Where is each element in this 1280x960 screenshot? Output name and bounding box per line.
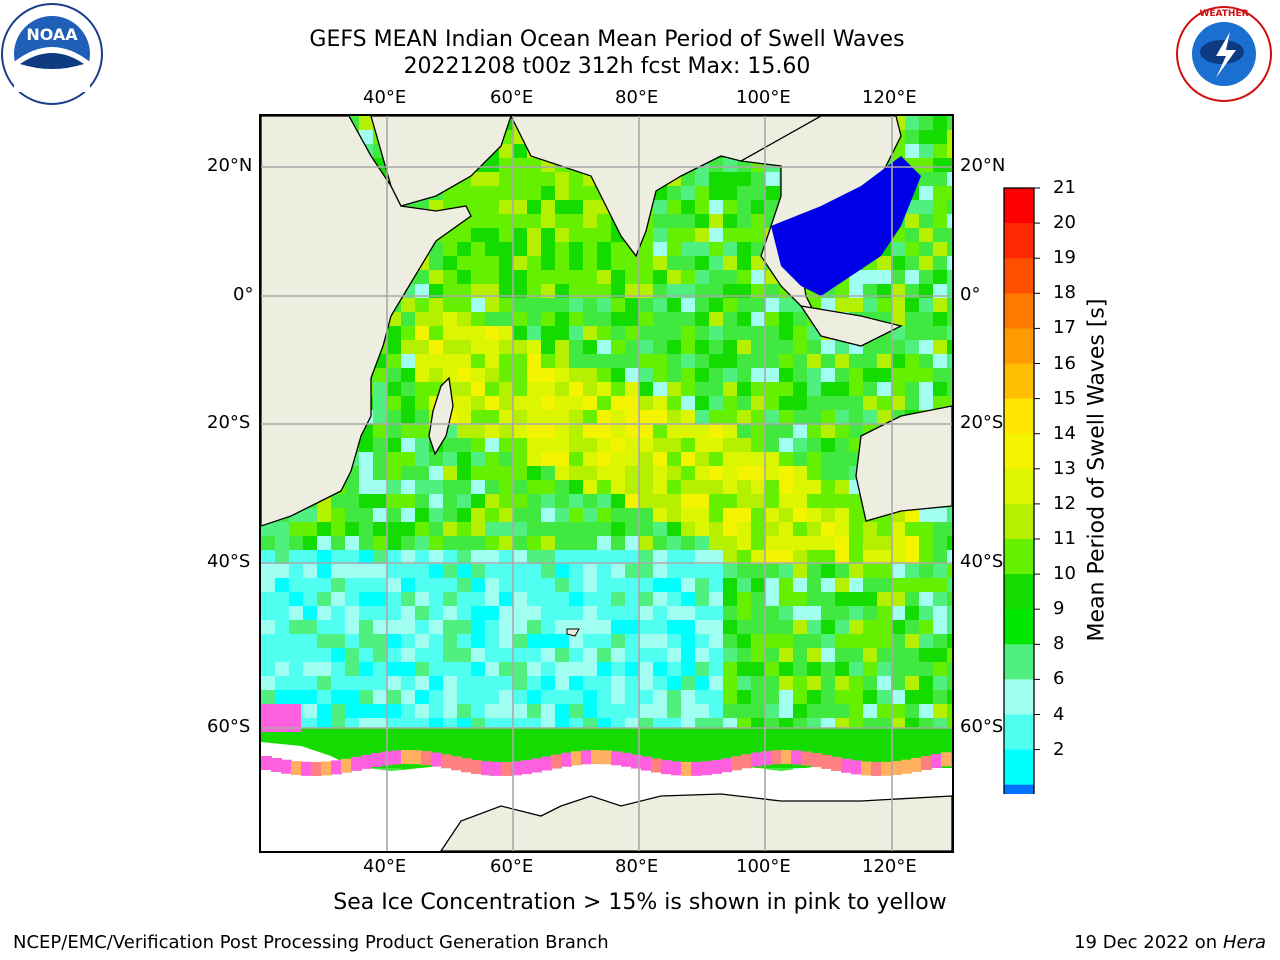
colorbar-segment [1004, 503, 1034, 540]
colorbar-segment [1004, 714, 1034, 751]
lat-tick-right: 20°S [960, 412, 1004, 433]
colorbar-tick-label: 14 [1053, 422, 1076, 444]
madagascar-land [428, 376, 454, 456]
svg-text:WEATHER: WEATHER [1199, 9, 1248, 19]
footer-credit: NCEP/EMC/Verification Post Processing Pr… [13, 932, 609, 953]
colorbar-segment [1004, 188, 1034, 224]
colorbar-segment [1004, 363, 1034, 400]
lon-tick-bottom: 40°E [363, 856, 407, 877]
lat-tick-left: 40°S [207, 551, 251, 572]
lon-tick-top: 40°E [363, 87, 407, 108]
map-plot-area [259, 114, 954, 853]
nws-logo: WEATHER [1172, 2, 1276, 106]
colorbar-segment [1004, 223, 1034, 259]
colorbar-tick-label: 15 [1053, 387, 1076, 409]
kerguelen-island [566, 628, 580, 637]
colorbar-segment [1004, 258, 1034, 294]
colorbar-segment [1004, 398, 1034, 435]
colorbar-segment [1004, 609, 1034, 645]
lon-tick-bottom: 100°E [736, 856, 791, 877]
lon-tick-top: 120°E [862, 87, 917, 108]
noaa-logo: NOAA [0, 2, 104, 106]
lon-tick-bottom: 60°E [490, 856, 534, 877]
colorbar-tick-label: 4 [1053, 703, 1065, 725]
map-canvas [261, 116, 952, 851]
colorbar-tick-label: 18 [1053, 282, 1076, 304]
colorbar-segment [1004, 574, 1034, 610]
lat-tick-right: 0° [960, 284, 981, 305]
lat-tick-left: 0° [233, 284, 254, 305]
colorbar-segment [1004, 539, 1034, 575]
colorbar-tick-label: 6 [1053, 668, 1065, 690]
sea-ice-note: Sea Ice Concentration > 15% is shown in … [333, 890, 947, 915]
australia-land [855, 405, 952, 522]
sea-ice-band [261, 750, 952, 776]
colorbar-tick-label: 17 [1053, 317, 1076, 339]
footer-date: 19 Dec 2022 on Hera [1074, 932, 1266, 953]
lon-tick-top: 100°E [736, 87, 791, 108]
antarctica-land [440, 793, 952, 851]
colorbar-tick-label: 20 [1053, 212, 1076, 234]
colorbar-segment [1004, 328, 1034, 364]
colorbar-tick-label: 10 [1053, 563, 1076, 585]
colorbar-tick-label: 16 [1053, 352, 1076, 374]
footer-date-text: 19 Dec 2022 on [1074, 932, 1218, 953]
footer-host: Hera [1222, 932, 1266, 953]
colorbar-segment [1004, 784, 1034, 794]
colorbar-tick-label: 19 [1053, 247, 1076, 269]
lat-tick-right: 20°N [960, 155, 1006, 176]
lat-tick-left: 20°S [207, 412, 251, 433]
colorbar-tick-label: 8 [1053, 633, 1065, 655]
lon-tick-bottom: 80°E [615, 856, 659, 877]
lon-tick-top: 60°E [490, 87, 534, 108]
indonesia-islands [799, 305, 903, 347]
maritime-low-period [771, 156, 921, 296]
map-gridlines [261, 116, 952, 851]
lat-tick-right: 40°S [960, 551, 1004, 572]
lat-tick-right: 60°S [960, 716, 1004, 737]
lat-tick-left: 60°S [207, 716, 251, 737]
colorbar-tick-label: 2 [1053, 738, 1065, 760]
chart-title: GEFS MEAN Indian Ocean Mean Period of Sw… [309, 27, 905, 52]
colorbar-segment [1004, 293, 1034, 329]
colorbar-tick-label: 9 [1053, 598, 1065, 620]
colorbar-segment [1004, 679, 1034, 715]
arabia-land [370, 116, 512, 207]
colorbar-segment [1004, 644, 1034, 680]
colorbar-tick-label: 21 [1053, 177, 1076, 198]
lon-tick-bottom: 120°E [862, 856, 917, 877]
svg-text:NOAA: NOAA [26, 25, 78, 44]
colorbar-tick-label: 12 [1053, 492, 1076, 514]
colorbar-title: Mean Period of Swell Waves [s] [1084, 298, 1110, 642]
colorbar-tick-label: 11 [1053, 528, 1076, 549]
lat-tick-left: 20°N [207, 155, 253, 176]
colorbar-segment [1004, 749, 1034, 786]
chart-subtitle: 20221208 t00z 312h fcst Max: 15.60 [403, 54, 811, 79]
colorbar-tick-label: 13 [1053, 457, 1076, 479]
lon-tick-top: 80°E [615, 87, 659, 108]
colorbar-segment [1004, 468, 1034, 505]
colorbar [1003, 187, 1040, 794]
colorbar-segment [1004, 433, 1034, 470]
